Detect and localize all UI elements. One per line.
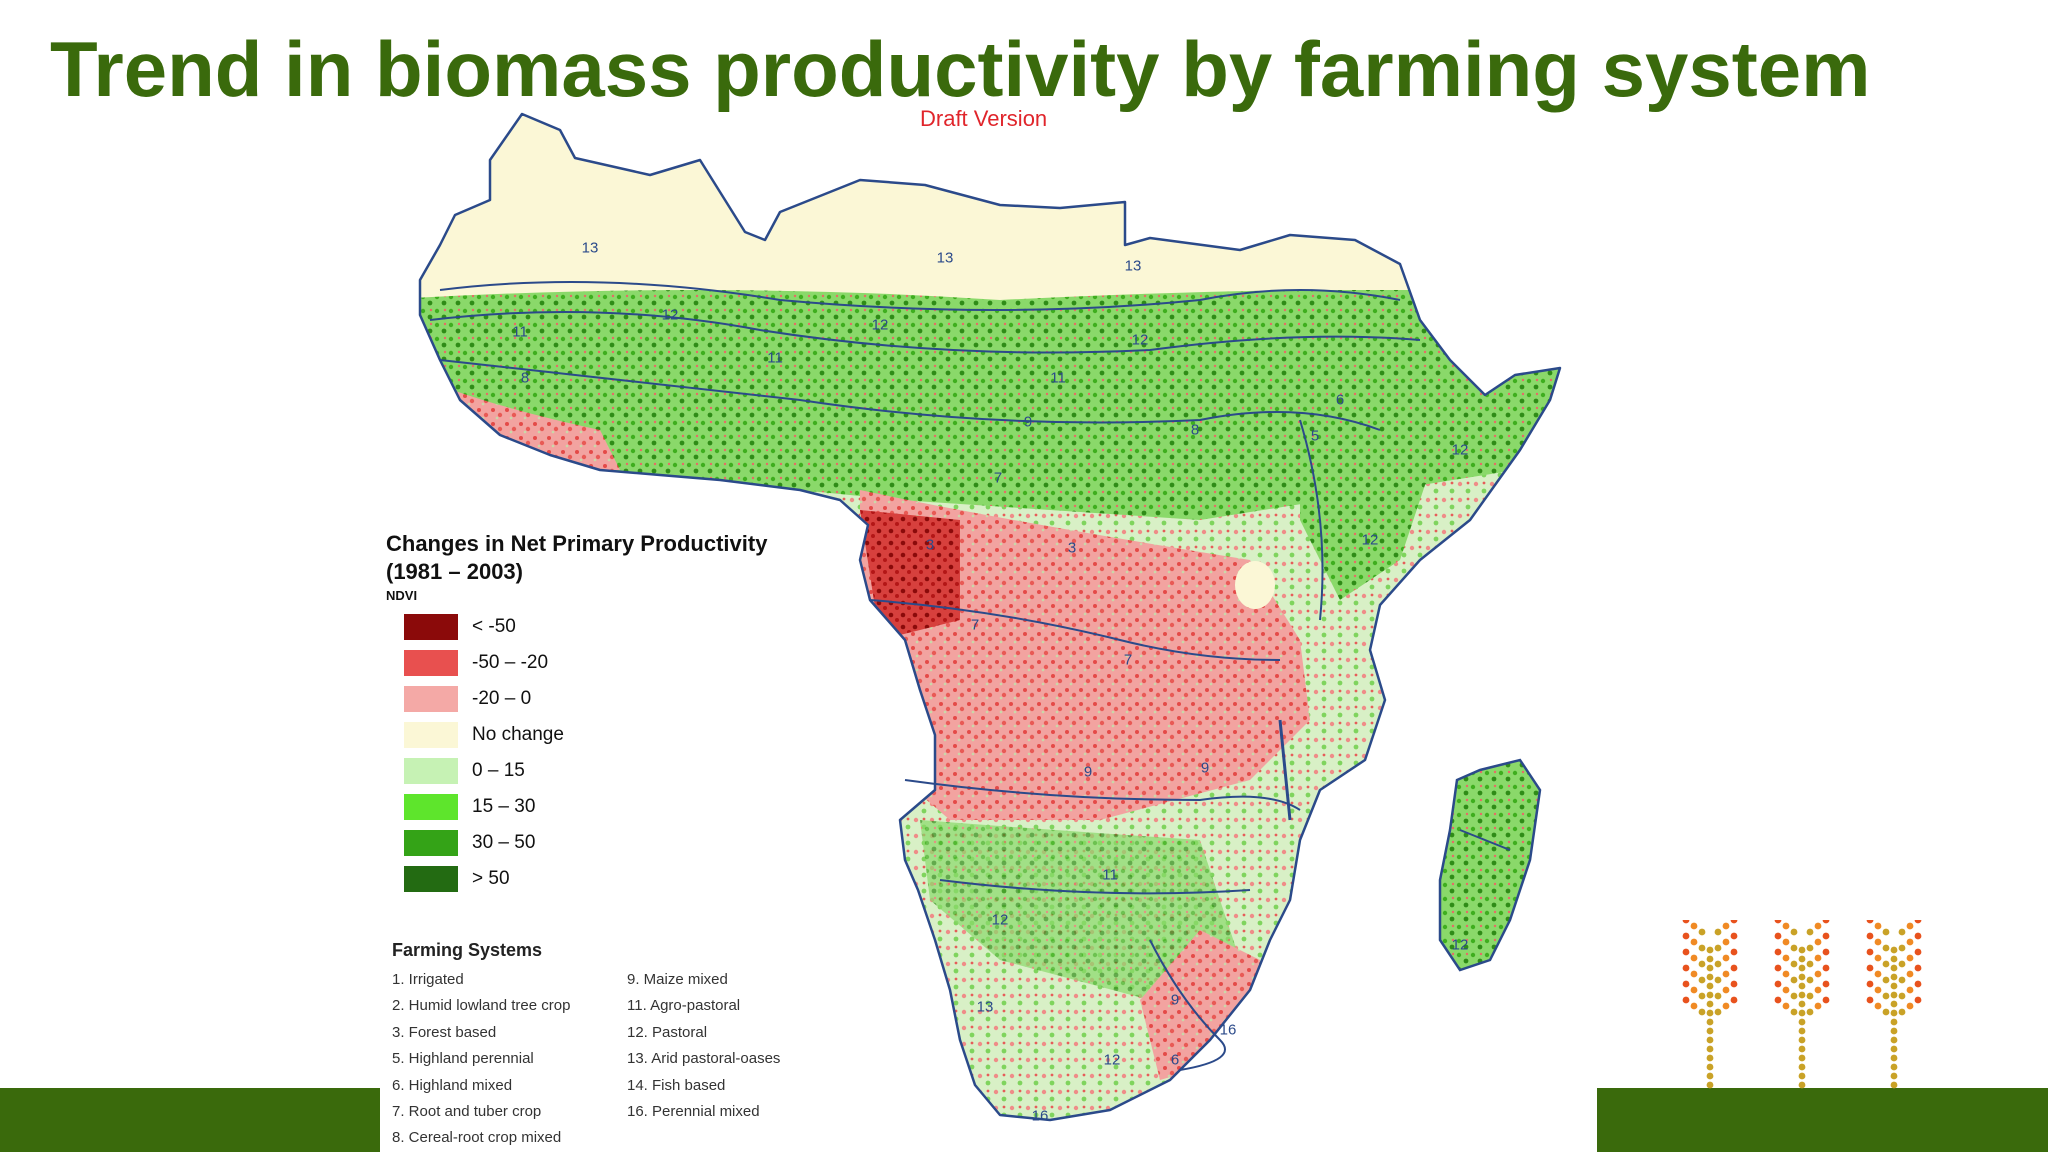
farming-system-item: 5. Highland perennial	[392, 1050, 534, 1068]
map-label: 12	[991, 911, 1009, 929]
map-label: 11	[1102, 866, 1118, 884]
legend-title: Changes in Net Primary Productivity	[386, 531, 768, 556]
farming-system-item: 7. Root and tuber crop	[392, 1103, 542, 1121]
ndvi-legend: Changes in Net Primary Productivity (198…	[386, 530, 846, 897]
legend-label: 30 – 50	[472, 832, 536, 853]
legend-label: -50 – -20	[472, 652, 549, 673]
map-label: 16	[1219, 1021, 1237, 1039]
map-label: 9	[1170, 991, 1180, 1009]
legend-swatch	[404, 758, 458, 784]
map-label: 12	[1103, 1051, 1121, 1069]
legend-swatch	[404, 650, 458, 676]
farming-system-item: 6. Highland mixed	[392, 1076, 513, 1094]
legend-label: -20 – 0	[472, 688, 532, 709]
map-label: 12	[871, 316, 889, 334]
draft-version-label: Draft Version	[920, 106, 1048, 131]
map-label: 7	[1123, 651, 1133, 669]
legend-swatch	[404, 866, 458, 892]
legend-subtitle: NDVI	[386, 588, 418, 603]
farming-system-item: 9. Maize mixed	[627, 971, 728, 988]
map-label: 8	[520, 369, 530, 387]
legend-swatch	[404, 794, 458, 820]
map-label: 13	[976, 998, 994, 1016]
map-label: 11	[512, 323, 528, 341]
map-label: 9	[1200, 759, 1210, 777]
map-label: 12	[661, 306, 679, 324]
farming-systems-title: Farming Systems	[392, 940, 543, 960]
farming-system-item: 13. Arid pastoral-oases	[627, 1050, 781, 1068]
map-label: 7	[970, 616, 980, 634]
legend-swatch	[404, 614, 458, 640]
map-label: 16	[1031, 1107, 1049, 1125]
map-label: 12	[1361, 531, 1379, 549]
map-label: 13	[581, 239, 599, 257]
map-label: 11	[767, 349, 783, 367]
map-label: 8	[1190, 421, 1200, 439]
legend-label: 15 – 30	[472, 796, 536, 817]
map-label: 12	[1451, 936, 1469, 954]
farming-systems-right-column: 9. Maize mixed 11. Agro-pastoral 12. Pas…	[627, 967, 827, 1152]
map-label: 12	[1131, 331, 1149, 349]
farming-systems-legend: Farming Systems 1. Irrigated 2. Humid lo…	[392, 940, 842, 1152]
farming-system-item: 11. Agro-pastoral	[627, 997, 741, 1015]
map-label: 3	[925, 536, 935, 554]
farming-system-item: 8. Cereal-root crop mixed	[392, 1129, 562, 1147]
map-label: 12	[1451, 441, 1469, 459]
farming-system-item: 1. Irrigated	[392, 971, 464, 988]
legend-rows: < -50 -50 – -20 -20 – 0 No change 0 – 15 15 –…	[386, 609, 846, 897]
map-label: 7	[993, 469, 1003, 487]
farming-system-item: 14. Fish based	[627, 1076, 726, 1094]
legend-label: > 50	[472, 868, 510, 889]
map-label: 3	[1067, 539, 1077, 557]
legend-label: 0 – 15	[472, 760, 525, 781]
legend-label: No change	[472, 724, 564, 745]
farming-system-item: 12. Pastoral	[627, 1023, 708, 1041]
legend-swatch	[404, 830, 458, 856]
farming-system-item: 16. Perennial mixed	[627, 1103, 760, 1121]
map-label: 6	[1170, 1051, 1180, 1069]
map-label: 6	[1335, 391, 1345, 409]
legend-row: 0 – 15	[386, 753, 846, 789]
legend-row: > 50	[386, 861, 846, 897]
map-label: 13	[936, 249, 954, 267]
map-label: 11	[1050, 369, 1066, 387]
farming-system-item: 2. Humid lowland tree crop	[392, 997, 571, 1015]
wheat-icon	[1682, 920, 1922, 1089]
map-label: 9	[1083, 763, 1093, 781]
footer-bar-left	[0, 1088, 380, 1152]
legend-row: -20 – 0	[386, 681, 846, 717]
map-label: 9	[1023, 413, 1033, 431]
legend-period: (1981 – 2003)	[386, 559, 523, 584]
map-label: 13	[1124, 257, 1142, 275]
legend-swatch	[404, 686, 458, 712]
farming-systems-grid: 1. Irrigated 2. Humid lowland tree crop …	[392, 967, 842, 1152]
legend-row: 15 – 30	[386, 789, 846, 825]
farming-system-item: 3. Forest based	[392, 1023, 497, 1041]
legend-label: < -50	[472, 616, 516, 637]
legend-swatch	[404, 722, 458, 748]
farming-systems-left-column: 1. Irrigated 2. Humid lowland tree crop …	[392, 967, 627, 1152]
legend-row: 30 – 50	[386, 825, 846, 861]
footer-bar-right	[1597, 1088, 2048, 1152]
map-label: 5	[1310, 427, 1320, 445]
legend-row: No change	[386, 717, 846, 753]
legend-row: -50 – -20	[386, 645, 846, 681]
page-title: Trend in biomass productivity by farming…	[50, 25, 1871, 113]
legend-row: < -50	[386, 609, 846, 645]
